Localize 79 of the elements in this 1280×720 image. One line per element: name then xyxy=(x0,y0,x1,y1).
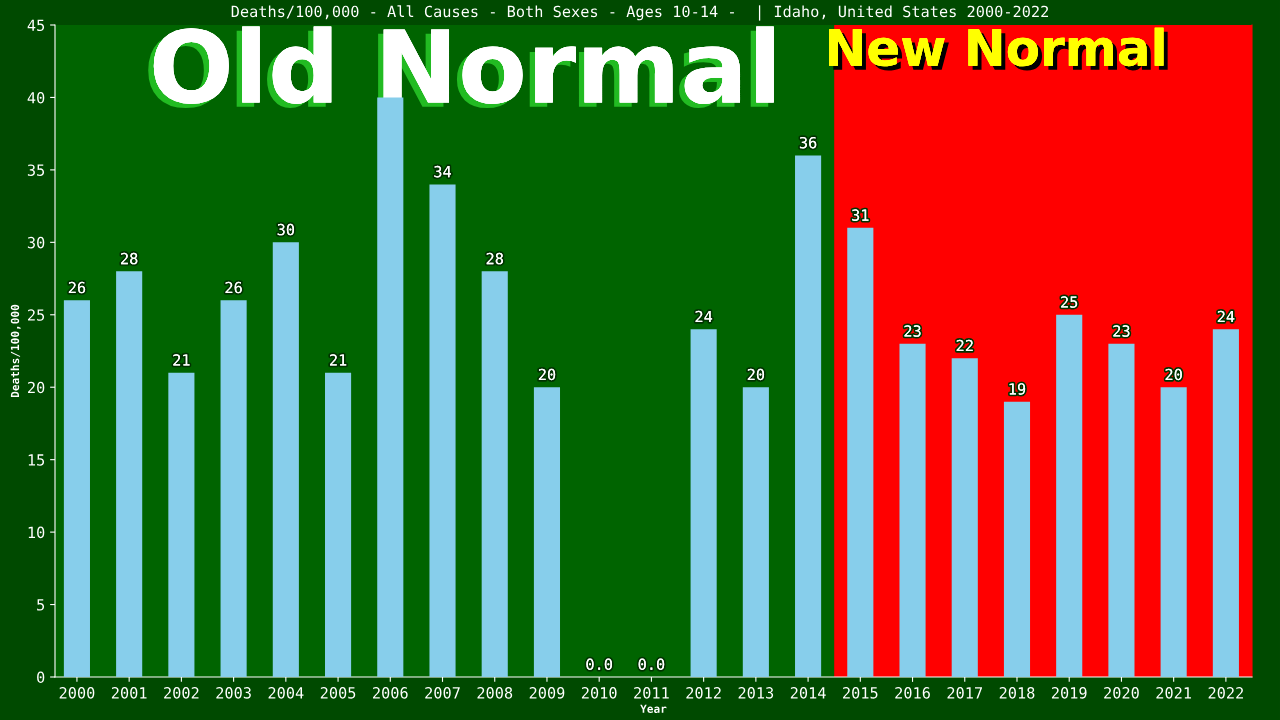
band-label: Old Normal xyxy=(148,26,774,109)
x-tick-label: 2001 xyxy=(111,687,147,699)
bar xyxy=(690,329,717,677)
bar xyxy=(116,271,143,677)
data-label: 20 xyxy=(1165,368,1182,381)
x-tick-label: 2016 xyxy=(895,687,930,699)
y-tick-label: 5 xyxy=(37,599,45,611)
data-label: 22 xyxy=(956,339,973,352)
x-tick-label: 2007 xyxy=(425,687,460,699)
y-axis-title: Deaths/100,000 xyxy=(10,304,21,398)
x-tick-label: 2008 xyxy=(477,687,513,699)
x-tick-label: 2019 xyxy=(1051,687,1087,699)
y-tick-label: 40 xyxy=(27,91,45,104)
bar xyxy=(742,387,769,677)
bar xyxy=(847,227,874,677)
x-tick-label: 2020 xyxy=(1104,687,1139,699)
y-tick-label: 30 xyxy=(27,236,45,249)
data-label: 21 xyxy=(173,354,190,366)
y-tick-label: 10 xyxy=(28,526,45,539)
data-label: 20 xyxy=(538,368,556,381)
bar xyxy=(429,184,456,677)
data-label: 34 xyxy=(434,165,451,178)
data-label: 23 xyxy=(1113,325,1130,337)
data-label: 36 xyxy=(799,136,817,149)
data-label: 25 xyxy=(1061,296,1078,308)
data-label: 28 xyxy=(121,252,138,265)
x-axis-title: Year xyxy=(640,704,667,713)
data-label: 23 xyxy=(904,325,921,337)
bar xyxy=(533,387,561,677)
data-label: 30 xyxy=(277,223,295,236)
x-tick-label: 2009 xyxy=(529,687,565,699)
data-label: 0.0 xyxy=(638,658,665,671)
x-tick-label: 2010 xyxy=(581,687,617,699)
data-label: 28 xyxy=(486,252,503,265)
x-tick-label: 2003 xyxy=(216,687,251,699)
y-tick-label: 20 xyxy=(28,381,45,394)
chart-title: Deaths/100,000 - All Causes - Both Sexes - Ages 10-14 - | Idaho, United States 2000-2022 xyxy=(231,5,1049,21)
bar xyxy=(272,242,299,677)
x-tick-label: 2021 xyxy=(1156,687,1192,699)
bar xyxy=(899,343,926,677)
y-tick-label: 25 xyxy=(28,309,45,321)
data-label: 31 xyxy=(852,209,869,221)
data-label: 0.0 xyxy=(586,658,612,671)
y-tick-label: 0 xyxy=(37,671,45,684)
data-label: 24 xyxy=(1217,310,1235,323)
x-tick-label: 2015 xyxy=(843,687,878,699)
x-tick-label: 2018 xyxy=(999,687,1035,699)
y-tick-label: 15 xyxy=(28,454,45,466)
bar xyxy=(1160,387,1187,677)
data-label: 20 xyxy=(747,368,765,381)
bar xyxy=(168,372,195,677)
bar xyxy=(795,155,822,677)
bar xyxy=(325,372,352,677)
x-tick-label: 2005 xyxy=(320,687,356,699)
x-tick-label: 2002 xyxy=(164,687,199,699)
x-tick-label: 2011 xyxy=(634,687,669,699)
x-tick-label: 2013 xyxy=(738,687,774,699)
bar xyxy=(1056,314,1083,677)
bar xyxy=(1003,401,1031,677)
x-tick-label: 2000 xyxy=(59,687,95,699)
y-tick-label: 35 xyxy=(27,164,45,176)
bar xyxy=(63,300,90,677)
bar xyxy=(220,300,247,677)
x-tick-label: 2017 xyxy=(947,687,983,699)
data-label: 26 xyxy=(68,281,86,294)
x-tick-label: 2014 xyxy=(790,687,826,699)
bar xyxy=(951,358,978,677)
x-tick-label: 2004 xyxy=(268,687,304,699)
bar xyxy=(481,271,508,677)
data-label: 19 xyxy=(1009,383,1026,395)
data-label: 24 xyxy=(695,310,713,323)
bar xyxy=(1108,343,1135,677)
data-label: 21 xyxy=(330,354,347,366)
x-tick-label: 2022 xyxy=(1208,687,1243,699)
x-tick-label: 2012 xyxy=(686,687,721,699)
x-tick-label: 2006 xyxy=(373,687,408,699)
bar xyxy=(1212,329,1239,677)
data-label: 26 xyxy=(225,281,242,294)
y-tick-label: 45 xyxy=(27,19,45,32)
